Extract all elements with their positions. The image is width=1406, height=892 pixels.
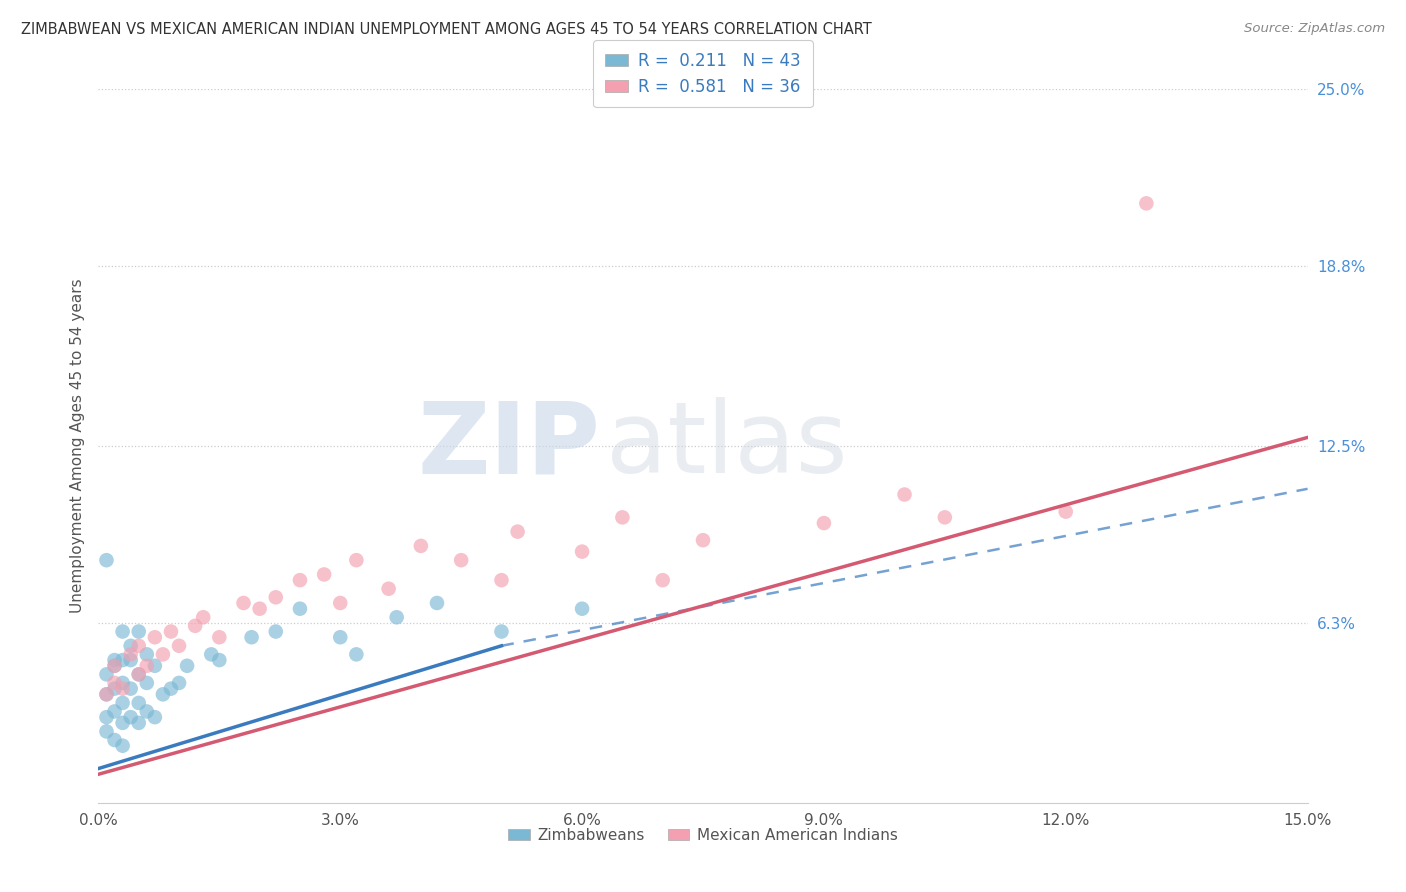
Point — [96, 710, 118, 724]
Point — [96, 667, 118, 681]
Point — [96, 553, 118, 567]
Point — [111, 624, 134, 639]
Point — [240, 630, 263, 644]
Point — [813, 516, 835, 530]
Text: Source: ZipAtlas.com: Source: ZipAtlas.com — [1244, 22, 1385, 36]
Point — [111, 739, 134, 753]
Point — [120, 681, 142, 696]
Point — [692, 533, 714, 548]
Point — [111, 696, 134, 710]
Point — [264, 591, 287, 605]
Point — [612, 510, 634, 524]
Y-axis label: Unemployment Among Ages 45 to 54 years: Unemployment Among Ages 45 to 54 years — [69, 278, 84, 614]
Point — [208, 653, 231, 667]
Point — [571, 544, 593, 558]
Point — [167, 676, 190, 690]
Point — [893, 487, 915, 501]
Point — [128, 667, 150, 681]
Point — [506, 524, 529, 539]
Point — [377, 582, 399, 596]
Point — [128, 624, 150, 639]
Point — [103, 705, 125, 719]
Point — [96, 687, 118, 701]
Point — [176, 658, 198, 673]
Point — [103, 658, 125, 673]
Point — [96, 687, 118, 701]
Point — [128, 639, 150, 653]
Point — [329, 596, 352, 610]
Point — [128, 667, 150, 681]
Point — [571, 601, 593, 615]
Point — [160, 681, 183, 696]
Point — [314, 567, 336, 582]
Point — [651, 573, 673, 587]
Point — [135, 648, 157, 662]
Point — [1054, 505, 1077, 519]
Point — [120, 653, 142, 667]
Point — [491, 573, 513, 587]
Point — [409, 539, 432, 553]
Point — [128, 696, 150, 710]
Point — [120, 710, 142, 724]
Point — [135, 676, 157, 690]
Point — [1135, 196, 1157, 211]
Point — [344, 553, 367, 567]
Point — [152, 687, 174, 701]
Point — [426, 596, 449, 610]
Point — [103, 658, 125, 673]
Point — [120, 639, 142, 653]
Point — [193, 610, 215, 624]
Point — [143, 658, 166, 673]
Point — [103, 676, 125, 690]
Point — [103, 681, 125, 696]
Point — [249, 601, 271, 615]
Legend: Zimbabweans, Mexican American Indians: Zimbabweans, Mexican American Indians — [502, 822, 904, 848]
Point — [329, 630, 352, 644]
Text: ZIP: ZIP — [418, 398, 600, 494]
Point — [184, 619, 207, 633]
Point — [128, 715, 150, 730]
Text: atlas: atlas — [606, 398, 848, 494]
Point — [111, 676, 134, 690]
Point — [208, 630, 231, 644]
Point — [385, 610, 408, 624]
Point — [96, 724, 118, 739]
Point — [135, 705, 157, 719]
Point — [450, 553, 472, 567]
Point — [491, 624, 513, 639]
Point — [232, 596, 254, 610]
Point — [120, 648, 142, 662]
Point — [167, 639, 190, 653]
Point — [288, 573, 311, 587]
Point — [152, 648, 174, 662]
Point — [103, 733, 125, 747]
Point — [135, 658, 157, 673]
Point — [103, 653, 125, 667]
Point — [111, 681, 134, 696]
Point — [111, 653, 134, 667]
Point — [344, 648, 367, 662]
Text: ZIMBABWEAN VS MEXICAN AMERICAN INDIAN UNEMPLOYMENT AMONG AGES 45 TO 54 YEARS COR: ZIMBABWEAN VS MEXICAN AMERICAN INDIAN UN… — [21, 22, 872, 37]
Point — [143, 630, 166, 644]
Point — [143, 710, 166, 724]
Point — [160, 624, 183, 639]
Point — [934, 510, 956, 524]
Point — [200, 648, 222, 662]
Point — [264, 624, 287, 639]
Point — [288, 601, 311, 615]
Point — [111, 715, 134, 730]
